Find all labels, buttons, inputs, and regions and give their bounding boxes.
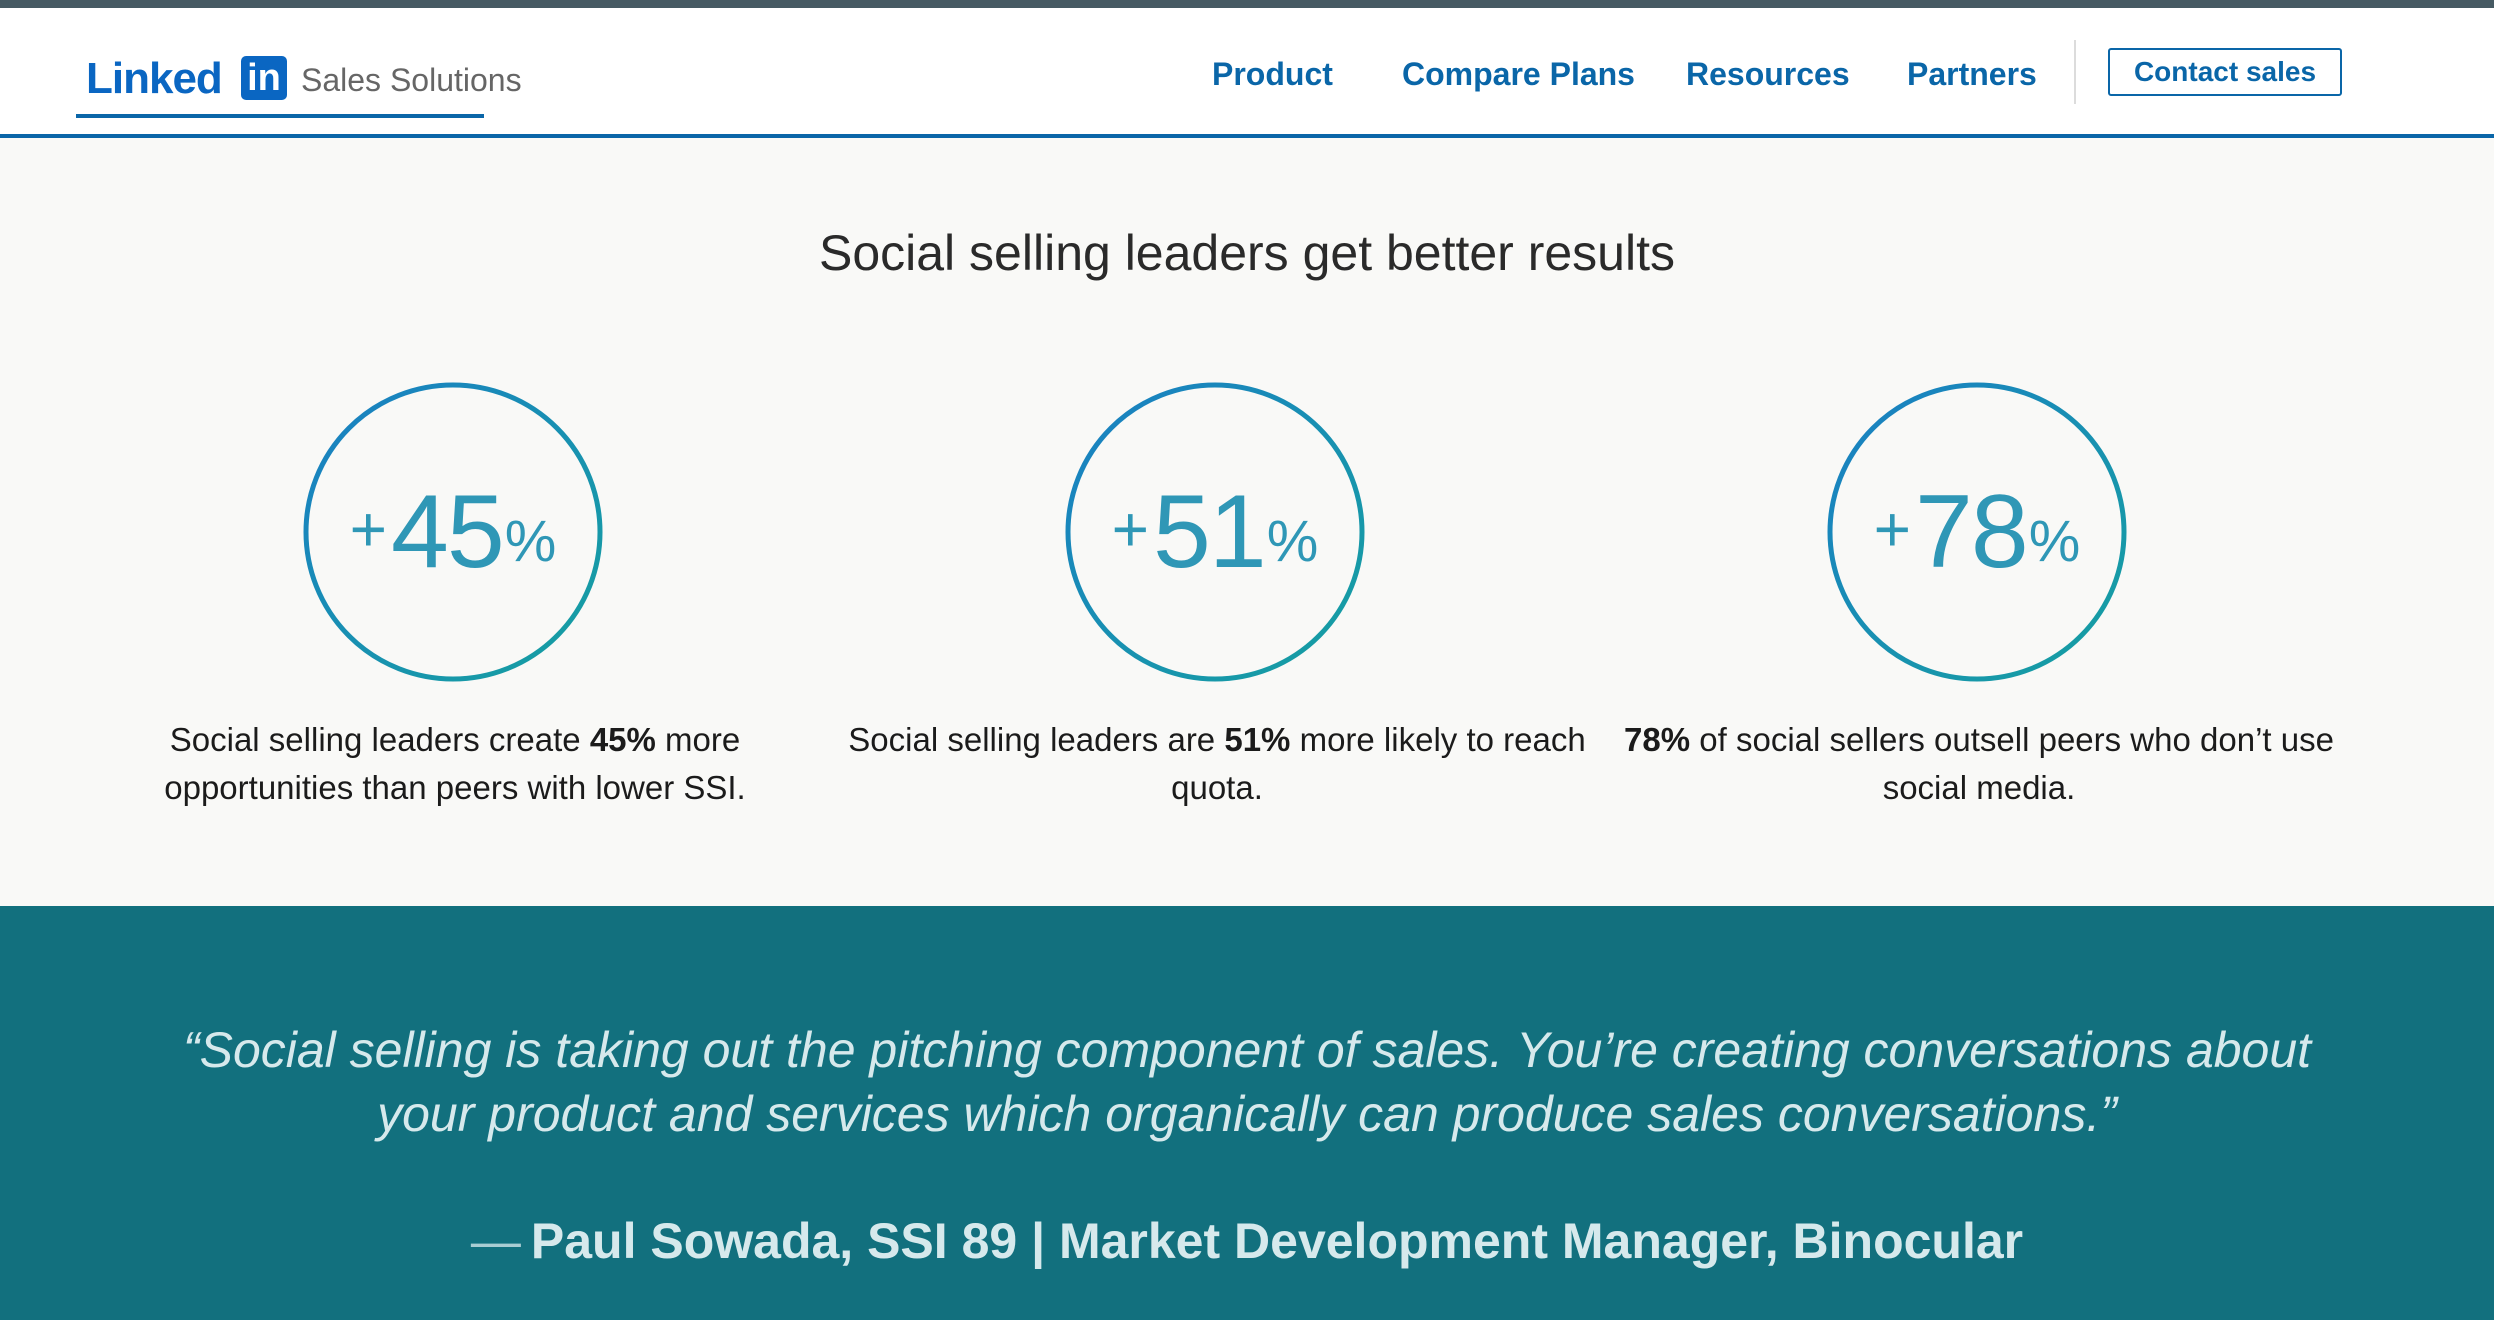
- author-name: Paul Sowada, SSI 89 | Market Development…: [530, 1213, 2024, 1269]
- nav-product[interactable]: Product: [1212, 56, 1333, 92]
- stat-number: 45: [391, 473, 505, 590]
- stat-plus: +: [349, 493, 388, 565]
- section-title: Social selling leaders get better result…: [818, 225, 1675, 281]
- stat-number: 78: [1915, 473, 2029, 590]
- stat-value: + 78 %: [1827, 382, 2127, 682]
- stat-description: Social selling leaders create 45% more o…: [164, 721, 746, 806]
- nav-partners[interactable]: Partners: [1907, 56, 2037, 92]
- contact-sales-button[interactable]: Contact sales: [2108, 48, 2342, 96]
- brand-subtitle: Sales Solutions: [301, 62, 522, 98]
- brand-logo-link[interactable]: Linked in Sales Solutions: [76, 48, 522, 118]
- ring-circle: [1065, 382, 1365, 682]
- stat-ring: + 78 %: [1827, 382, 2127, 682]
- site-header: Linked in Sales Solutions Product Compar…: [0, 8, 2494, 138]
- stat-ring: + 51 %: [1065, 382, 1365, 682]
- stat-card: + 45 % Social selling leaders create 45%…: [75, 376, 835, 816]
- nav-compare-plans[interactable]: Compare Plans: [1402, 56, 1635, 92]
- stat-description: Social selling leaders are 51% more like…: [848, 721, 1586, 806]
- testimonial-quote: “Social selling is taking out the pitchi…: [182, 1022, 2312, 1142]
- linkedin-wordmark: Linked: [86, 54, 223, 103]
- stat-card: + 78 % 78% of social sellers outsell pee…: [1599, 376, 2359, 816]
- stat-plus: +: [1873, 493, 1912, 565]
- testimonial-author: — Paul Sowada, SSI 89 | Market Developmen…: [0, 1212, 2494, 1270]
- ring-circle: [1827, 382, 2127, 682]
- nav-divider: [2074, 40, 2076, 104]
- author-dash: —: [470, 1213, 521, 1269]
- stat-number: 51: [1153, 473, 1267, 590]
- stat-ring: + 45 %: [303, 382, 603, 682]
- nav-resources[interactable]: Resources: [1686, 56, 1850, 92]
- stat-percent: %: [504, 508, 557, 574]
- stat-percent: %: [2028, 508, 2081, 574]
- stat-plus: +: [1111, 493, 1150, 565]
- testimonial-band: “Social selling is taking out the pitchi…: [0, 906, 2494, 1320]
- stat-card: + 51 % Social selling leaders are 51% mo…: [837, 376, 1597, 816]
- linkedin-in-icon: in: [241, 56, 287, 100]
- stat-percent: %: [1266, 508, 1319, 574]
- top-strip: [0, 0, 2494, 8]
- ring-circle: [303, 382, 603, 682]
- stat-value: + 51 %: [1065, 382, 1365, 682]
- stat-value: + 45 %: [303, 382, 603, 682]
- stat-description: 78% of social sellers outsell peers who …: [1624, 721, 2334, 806]
